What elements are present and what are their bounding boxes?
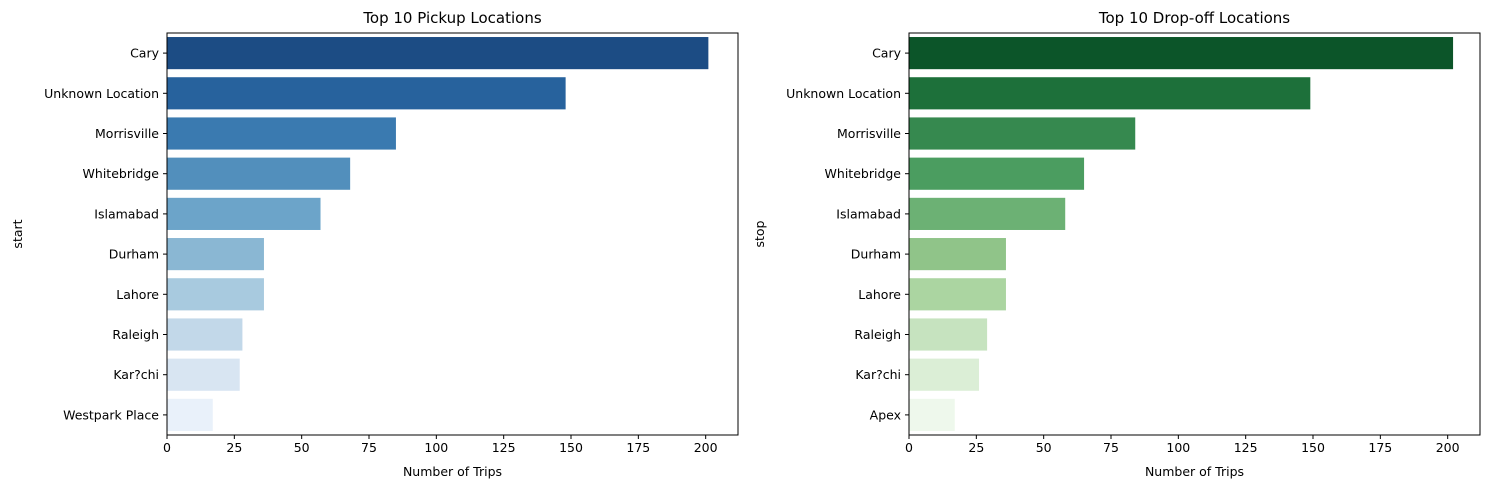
plot-frame: [166, 32, 739, 436]
bar-8: [909, 318, 988, 351]
x-tick-label: 25: [968, 440, 984, 455]
x-tick-label: 175: [1368, 440, 1392, 455]
bar-7: [167, 278, 264, 311]
x-tick-label: 100: [424, 440, 448, 455]
y-tick-label: Kar?chi: [855, 367, 901, 382]
bar-7: [909, 278, 1006, 311]
x-tick-label: 0: [163, 440, 171, 455]
x-tick-label: 150: [559, 440, 583, 455]
bar-10: [167, 398, 213, 431]
chart-panel-2: Cary Unknown Location Morrisville Whitebrid…: [752, 9, 1481, 479]
x-tick-label: 50: [1036, 440, 1052, 455]
y-tick-label: Raleigh: [112, 327, 159, 342]
bar-1: [167, 37, 709, 70]
bar-8: [167, 318, 243, 351]
bar-5: [167, 197, 321, 230]
y-tick-label: Kar?chi: [113, 367, 159, 382]
y-tick-label: Morrisville: [837, 126, 901, 141]
x-tick-label: 100: [1166, 440, 1190, 455]
y-tick-label: Unknown Location: [786, 86, 901, 101]
x-tick-label: 175: [626, 440, 650, 455]
bar-6: [167, 238, 264, 271]
y-tick-label: Cary: [872, 46, 902, 61]
bar-4: [909, 157, 1085, 190]
bar-5: [909, 197, 1066, 230]
y-axis-label: start: [10, 219, 25, 248]
x-tick-label: 200: [694, 440, 718, 455]
bar-2: [167, 77, 566, 110]
y-tick-label: Lahore: [116, 287, 159, 302]
bar-3: [167, 117, 396, 150]
y-tick-label: Whitebridge: [83, 166, 160, 181]
y-tick-label: Westpark Place: [63, 407, 159, 422]
y-tick-label: Islamabad: [836, 206, 901, 221]
y-tick-label: Raleigh: [854, 327, 901, 342]
bar-3: [909, 117, 1136, 150]
x-tick-label: 75: [1103, 440, 1119, 455]
y-tick-label: Cary: [130, 46, 160, 61]
y-tick-label: Unknown Location: [44, 86, 159, 101]
plot-frame: [908, 32, 1481, 436]
y-tick-label: Islamabad: [94, 206, 159, 221]
x-axis-label: Number of Trips: [1145, 464, 1244, 479]
bar-6: [909, 238, 1006, 271]
chart-title: Top 10 Drop-off Locations: [1098, 9, 1290, 27]
bar-2: [909, 77, 1311, 110]
bar-9: [167, 358, 240, 391]
chart-title: Top 10 Pickup Locations: [362, 9, 542, 27]
x-tick-label: 0: [905, 440, 913, 455]
chart-panel-1: Cary Unknown Location Morrisville Whitebrid…: [10, 9, 739, 479]
x-tick-label: 75: [361, 440, 377, 455]
y-tick-label: Whitebridge: [825, 166, 902, 181]
y-tick-label: Morrisville: [95, 126, 159, 141]
bar-10: [909, 398, 955, 431]
y-tick-label: Durham: [851, 247, 901, 262]
x-tick-label: 150: [1301, 440, 1325, 455]
bar-1: [909, 37, 1454, 70]
x-tick-label: 125: [492, 440, 516, 455]
y-tick-label: Durham: [109, 247, 159, 262]
bar-4: [167, 157, 351, 190]
x-tick-label: 200: [1436, 440, 1460, 455]
y-tick-label: Apex: [870, 407, 901, 422]
x-tick-label: 25: [226, 440, 242, 455]
x-tick-label: 50: [294, 440, 310, 455]
y-tick-label: Lahore: [858, 287, 901, 302]
x-axis-label: Number of Trips: [403, 464, 502, 479]
x-tick-label: 125: [1234, 440, 1258, 455]
y-axis-label: stop: [752, 220, 767, 247]
bar-9: [909, 358, 980, 391]
